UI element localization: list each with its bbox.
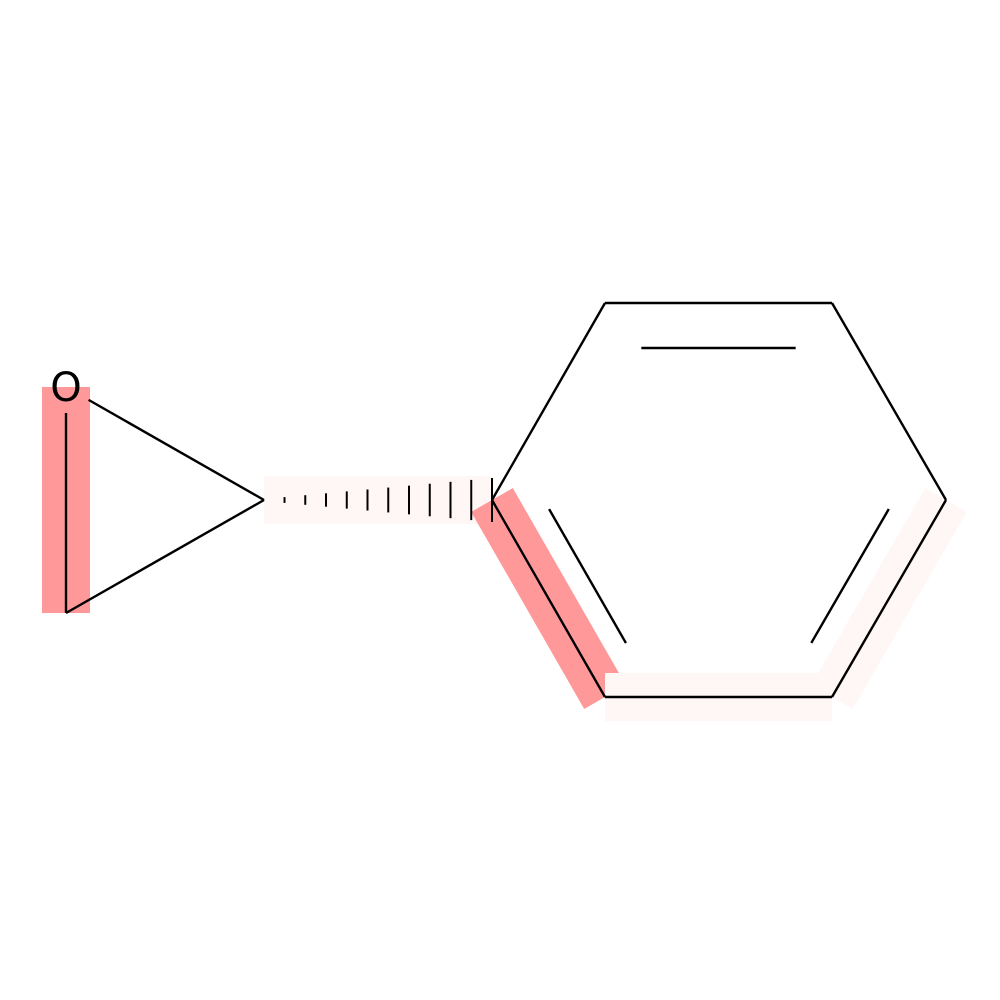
atom-layer: O: [50, 365, 81, 411]
bond-c6-c7: [830, 499, 948, 698]
bond-layer: [64, 301, 948, 699]
bond-c6-c7-inner: [810, 508, 890, 644]
bond-o1-c3: [87, 398, 265, 502]
bond-c3-c4-hashed-wedge: [283, 478, 493, 522]
highlight-layer: [42, 387, 967, 721]
atom-label-o1: O: [50, 365, 81, 411]
bond-c9-c4: [490, 302, 607, 501]
bond-c4-c5-inner: [548, 508, 627, 644]
bond-c4-c5: [490, 499, 607, 698]
bond-c7-c8: [830, 302, 948, 501]
bond-c2-c3: [65, 498, 265, 615]
